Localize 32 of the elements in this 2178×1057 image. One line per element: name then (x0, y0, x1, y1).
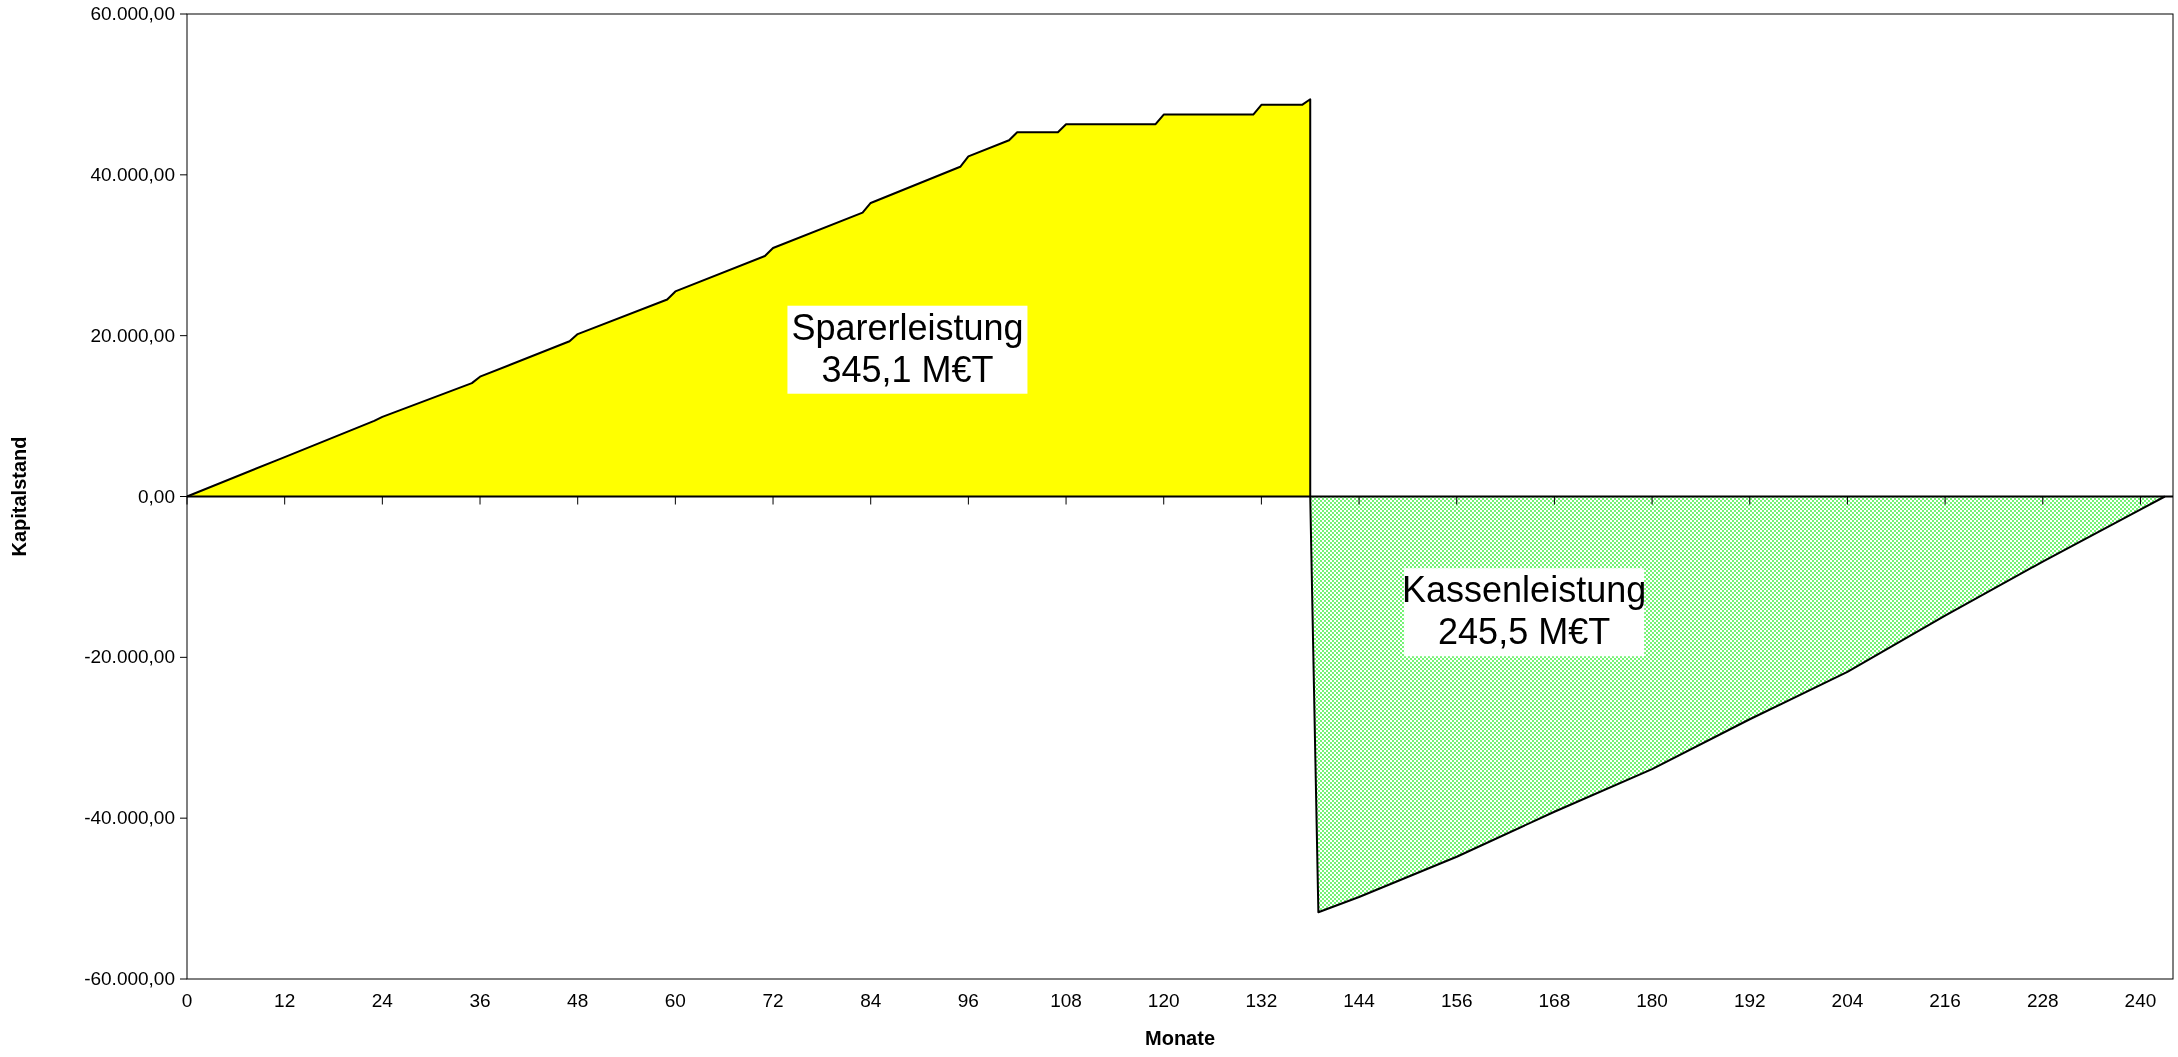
x-tick-label: 240 (2124, 990, 2157, 1011)
x-tick-label: 72 (762, 990, 784, 1011)
y-tick-label: 60.000,00 (90, 3, 175, 24)
x-tick-label: 144 (1343, 990, 1376, 1011)
y-tick-label: 0,00 (138, 485, 175, 507)
x-tick-label: 24 (371, 990, 394, 1011)
y-axis-title: Kapitalstand (8, 436, 30, 557)
x-tick-label: 216 (1929, 990, 1961, 1011)
x-tick-label: 60 (664, 990, 686, 1011)
annotation: Sparerleistung 345,1 M€T (791, 306, 1024, 390)
y-tick-label: 40.000,00 (90, 163, 175, 185)
x-tick-label: 84 (860, 990, 882, 1011)
x-tick-label: 12 (274, 990, 296, 1011)
x-tick-label: 36 (469, 990, 491, 1011)
y-tick-label: -40.000,00 (84, 807, 175, 829)
annotation: Kassenleistung 245,5 M€T (1402, 569, 1647, 653)
y-tick-label: -20.000,00 (84, 646, 175, 668)
x-tick-label: 180 (1636, 990, 1668, 1011)
x-tick-label: 168 (1538, 990, 1571, 1011)
x-tick-label: 108 (1050, 990, 1082, 1011)
x-tick-label: 204 (1831, 990, 1864, 1011)
x-tick-label: 132 (1245, 990, 1278, 1011)
x-tick-label: 96 (957, 990, 979, 1011)
x-axis-title: Monate (1145, 1027, 1215, 1049)
x-tick-label: 0 (181, 990, 193, 1011)
x-tick-label: 48 (567, 990, 589, 1011)
y-tick-label: 20.000,00 (90, 324, 175, 346)
x-tick-label: 120 (1147, 990, 1180, 1011)
y-tick-label: -60.000,00 (84, 968, 175, 989)
x-tick-label: 156 (1440, 990, 1473, 1011)
x-tick-label: 228 (2026, 990, 2059, 1011)
x-tick-label: 192 (1733, 990, 1766, 1011)
